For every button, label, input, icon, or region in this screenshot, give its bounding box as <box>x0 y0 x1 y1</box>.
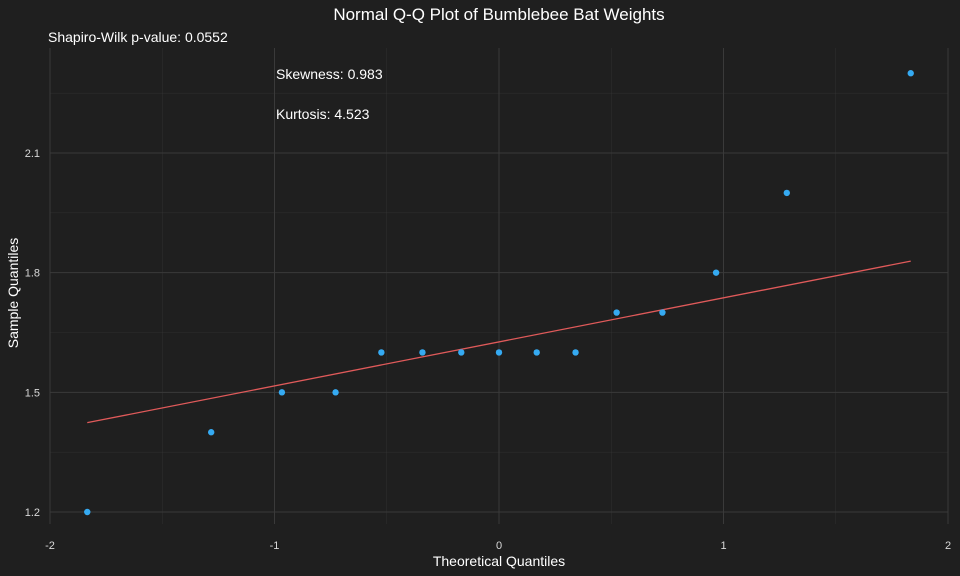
data-point <box>572 349 579 356</box>
data-point <box>332 389 339 396</box>
data-point <box>458 349 465 356</box>
gridlines <box>49 48 949 524</box>
y-tick-labels: 1.2 1.5 1.8 2.1 <box>25 148 40 519</box>
x-tick-label: -1 <box>270 540 280 552</box>
kurtosis-annotation: Kurtosis: 4.523 <box>276 106 370 122</box>
data-point <box>907 70 914 77</box>
data-point <box>84 508 91 516</box>
reference-line <box>87 260 911 424</box>
y-tick-label: 2.1 <box>25 148 40 160</box>
x-tick-label: 2 <box>945 540 951 552</box>
y-axis-title: Sample Quantiles <box>5 238 21 349</box>
data-point <box>419 349 426 356</box>
data-point <box>207 429 215 436</box>
y-tick-label: 1.2 <box>25 507 40 519</box>
data-point <box>783 189 791 197</box>
data-point <box>278 389 286 396</box>
skewness-annotation: Skewness: 0.983 <box>276 66 383 82</box>
data-points <box>84 70 914 516</box>
data-point <box>495 349 503 356</box>
x-tick-label: 0 <box>496 540 502 552</box>
y-tick-label: 1.8 <box>25 268 40 280</box>
reference-line-group <box>87 260 911 424</box>
chart-subtitle: Shapiro-Wilk p-value: 0.0552 <box>48 29 228 45</box>
x-tick-label: 1 <box>720 540 726 552</box>
data-point <box>659 309 666 316</box>
data-point <box>533 349 540 356</box>
x-tick-labels: -2 -1 0 1 2 <box>45 540 951 552</box>
data-point <box>712 269 720 276</box>
x-axis-title: Theoretical Quantiles <box>433 553 565 569</box>
data-point <box>613 309 620 316</box>
y-tick-label: 1.5 <box>25 387 40 399</box>
x-tick-label: -2 <box>45 540 55 552</box>
data-point <box>378 349 385 356</box>
chart-title: Normal Q-Q Plot of Bumblebee Bat Weights <box>333 5 664 24</box>
